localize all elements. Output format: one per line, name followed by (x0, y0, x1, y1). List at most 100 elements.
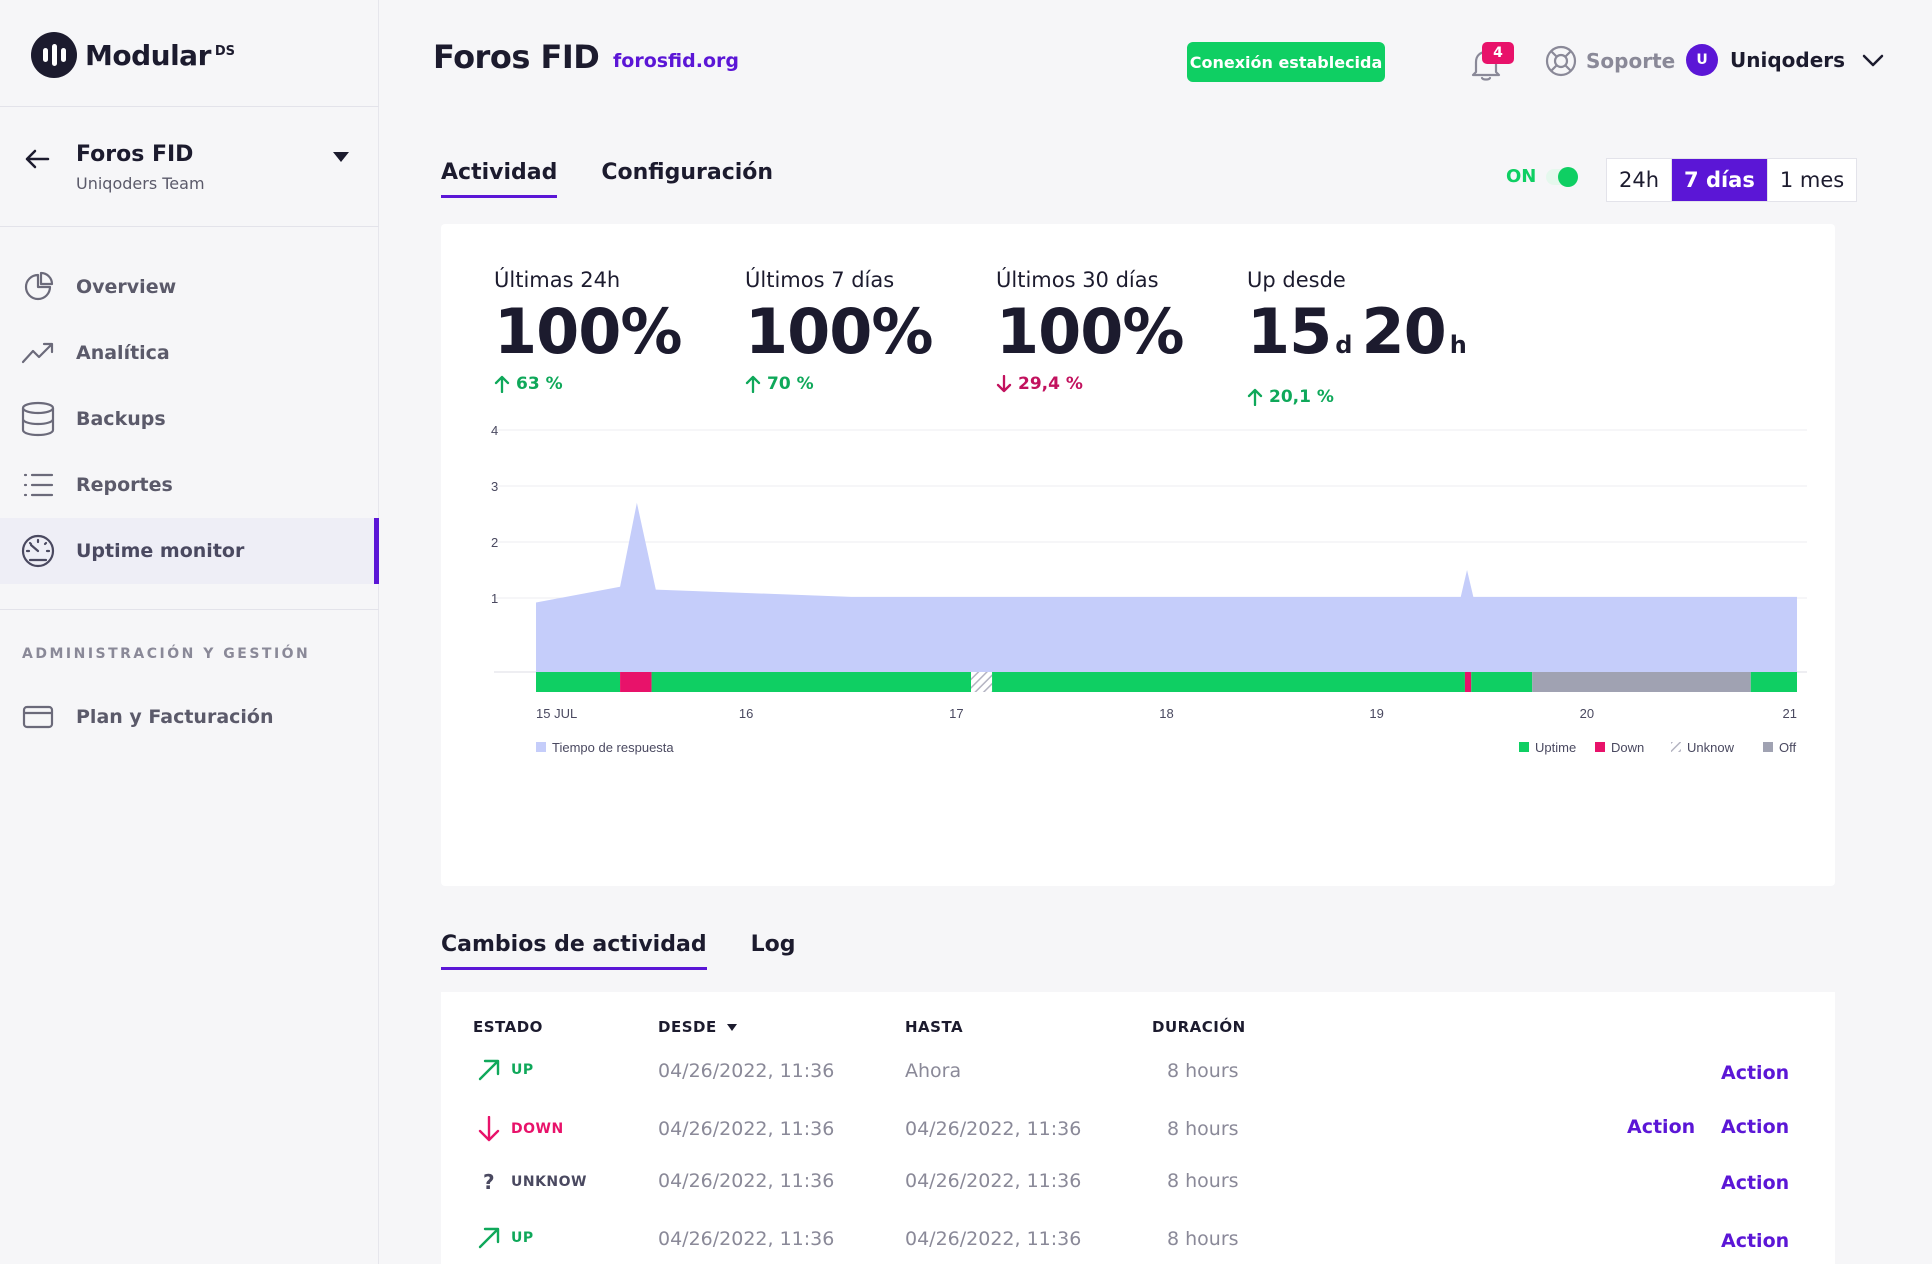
page-title: Foros FID (433, 38, 600, 76)
chevron-down-icon (1862, 54, 1884, 67)
uptime-chart: 1 2 3 4 15 JUL 16 17 18 19 20 21 Tiempo de respuest… (491, 423, 1807, 755)
column-header-hasta: HASTA (905, 1018, 964, 1036)
arrow-down-icon (478, 1116, 500, 1142)
sidebar-item-overview[interactable]: Overview (0, 254, 379, 320)
section-title: ADMINISTRACIÓN Y GESTIÓN (22, 646, 311, 662)
response-time-area (536, 502, 1797, 672)
status-segment-unknow (971, 672, 993, 692)
stat-value: 100% (745, 295, 934, 368)
hasta-value: 04/26/2022, 11:36 (905, 1228, 1082, 1250)
back-arrow-icon[interactable] (22, 144, 52, 174)
tab-actividad[interactable]: Actividad (441, 160, 558, 198)
support-label: Soporte (1586, 49, 1676, 73)
arrow-up-right-icon (478, 1059, 500, 1081)
site-team: Uniqoders Team (76, 174, 205, 193)
sidebar-item-uptime-monitor[interactable]: Uptime monitor (0, 518, 379, 584)
duracion-value: 8 hours (1167, 1118, 1239, 1140)
sidebar-item-backups[interactable]: Backups (0, 386, 379, 452)
site-switcher[interactable]: Foros FID Uniqoders Team (0, 108, 379, 226)
stat-value: 100% (996, 295, 1185, 368)
status-segment-down (620, 672, 652, 692)
stat-trend: 20,1 % (1247, 387, 1476, 407)
credit-card-icon (20, 699, 56, 735)
status-unknow: ? UNKNOW (477, 1170, 587, 1194)
legend-label-response: Tiempo de respuesta (552, 740, 674, 755)
activity-table: ESTADO DESDE HASTA DURACIÓN UP 04/26/202… (441, 992, 1835, 1264)
x-tick-label: 20 (1580, 706, 1594, 721)
divider (0, 106, 379, 107)
activity-tabs: Cambios de actividad Log (441, 932, 795, 970)
sort-desc-icon (726, 1023, 737, 1031)
range-7-dias[interactable]: 7 días (1672, 159, 1768, 201)
caret-down-icon[interactable] (333, 152, 349, 162)
desde-value: 04/26/2022, 11:36 (658, 1060, 835, 1082)
connection-status-badge: Conexión establecida (1187, 42, 1385, 82)
stat-label: Up desde (1247, 268, 1346, 292)
status-segment-down (1464, 672, 1472, 692)
range-1-mes[interactable]: 1 mes (1779, 168, 1845, 192)
time-range-selector: 24h 7 días 1 mes (1606, 158, 1858, 202)
sidebar-item-analitica[interactable]: Analítica (0, 320, 379, 386)
column-header-label: DESDE (658, 1018, 717, 1036)
desde-value: 04/26/2022, 11:36 (658, 1118, 835, 1140)
table-row: UP 04/26/2022, 11:36 04/26/2022, 11:36 8… (441, 1212, 1835, 1264)
brand-sup: DS (214, 43, 236, 59)
site-url-link[interactable]: forosfid.org (613, 50, 739, 72)
action-link[interactable]: Action (1721, 1172, 1790, 1194)
status-segment-uptime (651, 672, 972, 692)
tab-cambios-de-actividad[interactable]: Cambios de actividad (441, 932, 707, 970)
tab-configuracion[interactable]: Configuración (601, 160, 774, 185)
stat-trend-value: 70 % (767, 374, 814, 394)
status-label: UP (511, 1230, 534, 1246)
stat-trend: 63 % (494, 374, 682, 394)
status-up: UP (477, 1058, 534, 1082)
user-menu[interactable]: U Uniqoders (1686, 44, 1885, 76)
sidebar-item-label: Uptime monitor (76, 540, 245, 562)
stat-7-dias: Últimos 7 días 100% 70 % (745, 268, 934, 394)
action-link[interactable]: Action (1721, 1230, 1790, 1252)
arrow-up-icon (494, 375, 510, 393)
hasta-value: 04/26/2022, 11:36 (905, 1170, 1082, 1192)
action-link[interactable]: Action (1721, 1062, 1790, 1084)
x-tick-label: 17 (949, 706, 963, 721)
desde-value: 04/26/2022, 11:36 (658, 1170, 835, 1192)
stat-24h: Últimas 24h 100% 63 % (494, 268, 683, 394)
uptime-days: 15 (1247, 295, 1332, 368)
stat-label: Últimas 24h (494, 268, 621, 292)
status-up: UP (477, 1226, 534, 1250)
hasta-value: 04/26/2022, 11:36 (905, 1118, 1082, 1140)
range-24h[interactable]: 24h (1607, 159, 1673, 201)
duracion-value: 8 hours (1167, 1170, 1239, 1192)
legend-label-off: Off (1779, 740, 1796, 755)
action-link[interactable]: Action (1627, 1116, 1696, 1138)
toggle-switch[interactable] (1546, 166, 1579, 187)
trend-icon (20, 335, 56, 371)
column-header-desde[interactable]: DESDE (658, 1018, 737, 1036)
question-icon: ? (482, 1170, 496, 1194)
sidebar: Modular DS Foros FID Uniqoders Team Over… (0, 0, 379, 1264)
sidebar-item-label: Plan y Facturación (76, 706, 274, 728)
support-link[interactable]: Soporte (1544, 44, 1675, 78)
site-name: Foros FID (76, 142, 194, 167)
tab-log[interactable]: Log (750, 932, 796, 957)
brand-logo[interactable]: Modular DS (31, 32, 235, 78)
status-down: DOWN (477, 1116, 564, 1142)
sidebar-item-label: Reportes (76, 474, 173, 496)
monitor-toggle[interactable]: ON (1506, 166, 1579, 187)
arrow-up-icon (745, 375, 761, 393)
uptime-hours: 20 (1361, 295, 1446, 368)
stat-trend-value: 20,1 % (1269, 387, 1334, 407)
sidebar-item-reportes[interactable]: Reportes (0, 452, 379, 518)
main-tabs: Actividad Configuración (441, 160, 773, 198)
y-tick-label: 2 (491, 535, 498, 550)
duracion-value: 8 hours (1167, 1228, 1239, 1250)
legend-label-uptime: Uptime (1535, 740, 1576, 755)
hasta-value: Ahora (905, 1060, 962, 1082)
divider (0, 226, 379, 227)
sidebar-item-plan-facturacion[interactable]: Plan y Facturación (0, 684, 379, 750)
y-tick-label: 4 (491, 423, 498, 438)
x-tick-label: 15 JUL (536, 706, 577, 721)
action-link[interactable]: Action (1721, 1116, 1790, 1138)
column-header-duracion: DURACIÓN (1152, 1018, 1246, 1036)
days-unit: d (1335, 331, 1352, 359)
